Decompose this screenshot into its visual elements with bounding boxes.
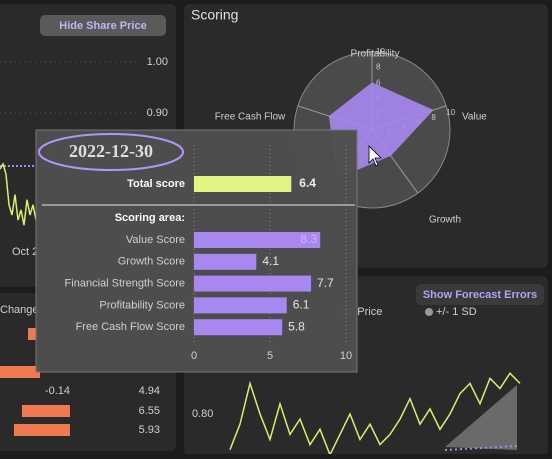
score-bar	[194, 275, 312, 292]
radar-label: Free Cash Flow	[215, 112, 286, 123]
score-value: 7.7	[317, 276, 334, 290]
change-bar	[0, 366, 40, 378]
table-header: Change	[0, 304, 39, 316]
score-bar	[194, 297, 287, 314]
score-value: 5.8	[288, 319, 305, 333]
score-value: 6.55	[139, 405, 160, 417]
change-bar	[28, 328, 36, 340]
x-tick-label: 5	[267, 350, 273, 362]
x-tick-label: 10	[340, 350, 352, 362]
radar-tick: 10	[376, 47, 385, 56]
score-label: Growth Score	[118, 256, 185, 268]
score-label: Free Cash Flow Score	[76, 321, 185, 333]
change-bar	[22, 405, 70, 417]
y-tick-label: 0.80	[192, 408, 213, 420]
total-label: Total score	[127, 178, 185, 190]
legend-marker	[425, 308, 433, 316]
tooltip	[35, 129, 358, 373]
score-label: Value Score	[126, 234, 185, 246]
button-label: Hide Share Price	[59, 20, 146, 32]
y-tick-label: 0.90	[147, 107, 168, 119]
radar-tick: 10	[446, 108, 455, 117]
radar-tick: 8	[431, 113, 436, 122]
date-highlight	[38, 133, 184, 171]
forecast-band	[445, 385, 517, 450]
tooltip-date: 2022-12-30	[69, 141, 153, 161]
panel-title: Scoring	[191, 7, 238, 23]
y-tick-label: 1.00	[147, 56, 168, 68]
forecast-line	[444, 445, 518, 451]
score-value: 8.3	[300, 232, 317, 246]
score-value: 4.94	[139, 385, 160, 397]
radar-tick: 6	[376, 78, 381, 87]
radar-label: Profitability	[351, 49, 400, 60]
score-value: 5.93	[139, 424, 160, 436]
section-label: Scoring area:	[115, 212, 185, 224]
score-bar	[194, 253, 257, 270]
score-label: Profitability Score	[99, 299, 185, 311]
radar-label: Growth	[429, 215, 461, 226]
change-value: -0.14	[45, 385, 70, 397]
radar-tick: 8	[376, 63, 381, 72]
legend-entry: +/- 1 SD	[436, 306, 477, 318]
button-label: Show Forecast Errors	[423, 289, 537, 301]
change-bar	[14, 424, 70, 436]
show-forecast-errors-button[interactable]	[416, 284, 544, 305]
score-bar	[194, 232, 321, 248]
x-tick-label: Oct 2	[12, 246, 38, 258]
score-value: 6.1	[293, 298, 310, 312]
total-bar	[194, 176, 292, 192]
score-bar	[194, 319, 283, 336]
price-line	[0, 162, 37, 226]
score-value: 4.1	[262, 254, 279, 268]
radar-label: Value	[462, 112, 487, 123]
total-value: 6.4	[299, 176, 316, 190]
hide-share-price-button[interactable]	[40, 15, 166, 36]
x-tick-label: 0	[191, 350, 197, 362]
score-label: Financial Strength Score	[65, 278, 185, 290]
price-line	[229, 372, 521, 454]
cursor	[368, 145, 382, 167]
